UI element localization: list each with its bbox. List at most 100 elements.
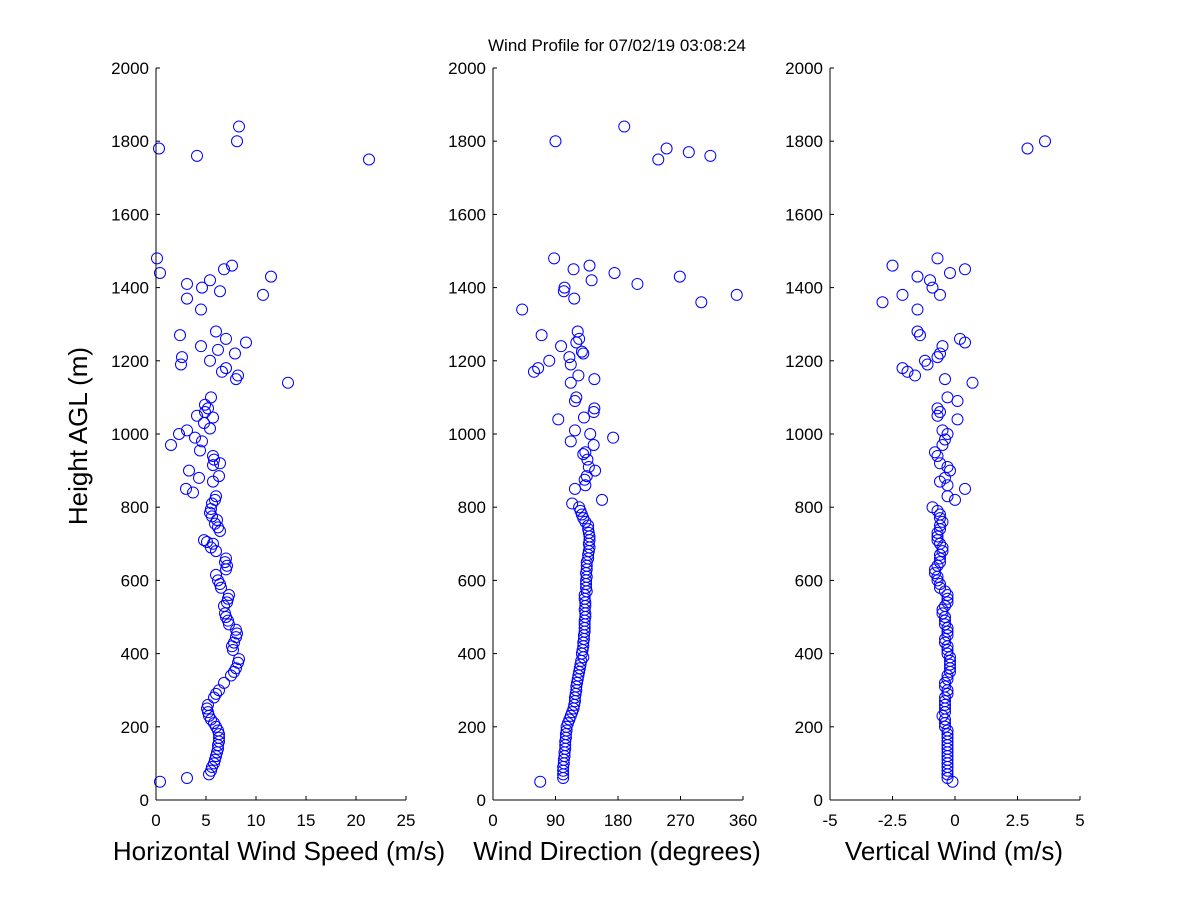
data-point-vertical-wind [1039,135,1051,148]
data-point-wind-direction [607,431,620,444]
data-point-vertical-wind [939,636,951,649]
x-axis-label-horizontal-speed: Horizontal Wind Speed (m/s) [113,836,445,866]
data-point-wind-direction [588,373,601,386]
data-point-vertical-wind [931,530,944,543]
data-point-horizontal-speed [229,347,241,360]
y-tick-label-horizontal-speed: 200 [121,718,149,737]
data-point-vertical-wind [919,354,931,367]
data-point-horizontal-speed [181,424,193,437]
x-tick-label-horizontal-speed: 15 [297,811,316,830]
y-tick-label-vertical-wind: 800 [795,498,823,517]
data-point-vertical-wind [966,376,979,389]
y-tick-label-wind-direction: 400 [458,645,486,664]
y-tick-label-vertical-wind: 600 [795,571,823,590]
data-point-wind-direction [552,413,565,426]
data-point-horizontal-speed [223,589,235,602]
data-point-wind-direction [516,303,529,316]
data-point-vertical-wind [941,479,954,492]
data-point-wind-direction [564,435,577,448]
data-point-vertical-wind [939,600,951,613]
data-point-wind-direction [568,424,581,437]
data-point-vertical-wind [941,589,954,602]
data-point-horizontal-speed [225,669,237,682]
data-point-horizontal-speed [230,623,242,636]
data-point-horizontal-speed [212,343,224,356]
data-point-vertical-wind [951,395,964,408]
data-point-horizontal-speed [194,444,206,457]
data-point-vertical-wind [931,574,944,587]
data-point-horizontal-speed [219,556,231,569]
data-point-horizontal-speed [201,535,213,548]
data-point-wind-direction [557,285,570,298]
y-tick-label-wind-direction: 600 [458,571,486,590]
data-point-horizontal-speed [240,336,252,349]
data-point-wind-direction [567,263,580,276]
data-point-wind-direction [673,270,686,283]
data-point-wind-direction [660,142,673,155]
y-tick-label-vertical-wind: 400 [795,645,823,664]
data-point-wind-direction [570,391,583,404]
data-point-horizontal-speed [206,497,218,510]
data-point-horizontal-speed [232,369,244,382]
data-point-wind-direction [566,497,579,510]
y-tick-label-horizontal-speed: 0 [140,791,149,810]
data-point-wind-direction [618,120,631,133]
data-point-vertical-wind [934,406,946,419]
y-axis-label: Height AGL (m) [63,347,93,525]
y-tick-label-wind-direction: 1800 [448,132,486,151]
data-point-vertical-wind [931,526,944,539]
data-point-horizontal-speed [176,351,188,364]
points-wind-direction [516,120,743,788]
data-point-vertical-wind [941,625,954,638]
x-tick-label-vertical-wind: 5 [1075,811,1084,830]
data-point-wind-direction [585,274,598,287]
data-point-vertical-wind [934,288,946,301]
data-point-vertical-wind [929,567,941,580]
y-tick-label-vertical-wind: 1200 [785,352,823,371]
data-point-wind-direction [573,501,586,514]
data-point-horizontal-speed [212,521,224,534]
data-point-wind-direction [579,479,592,492]
axes-wind-direction: 0 200 400 600 800 1000 1200 1400 1600 1800 2000 0 90… [448,59,757,830]
data-point-vertical-wind [939,632,951,645]
data-point-vertical-wind [959,482,971,495]
data-point-vertical-wind [914,329,926,342]
data-point-horizontal-speed [210,490,222,503]
data-point-vertical-wind [941,731,954,744]
data-point-horizontal-speed [210,750,222,763]
data-point-vertical-wind [939,676,951,689]
data-point-wind-direction [582,526,595,539]
data-point-vertical-wind [931,252,944,265]
data-point-horizontal-speed [205,391,217,404]
axes-vertical-wind: 0 200 400 600 800 1000 1200 1400 1600 1800 2000 -5 -… [785,59,1085,830]
data-point-vertical-wind [909,369,921,382]
data-point-wind-direction [543,354,556,367]
data-point-wind-direction [575,345,588,358]
data-point-wind-direction [587,438,600,451]
data-point-horizontal-speed [196,435,208,448]
y-tick-label-horizontal-speed: 1200 [111,352,149,371]
data-point-vertical-wind [926,281,939,294]
data-point-horizontal-speed [231,627,243,640]
data-point-horizontal-speed [153,142,165,155]
x-axis-label-vertical-wind: Vertical Wind (m/s) [845,836,1063,866]
data-point-horizontal-speed [213,731,225,744]
data-point-vertical-wind [936,424,949,437]
data-point-vertical-wind [929,446,941,459]
data-point-horizontal-speed [154,775,166,788]
data-point-horizontal-speed [181,292,193,305]
data-point-vertical-wind [941,647,954,660]
data-point-wind-direction [548,252,561,265]
data-point-horizontal-speed [189,431,201,444]
data-point-vertical-wind [939,680,951,693]
data-point-horizontal-speed [223,618,235,631]
x-tick-label-vertical-wind: -5 [822,811,837,830]
x-tick-label-wind-direction: 270 [666,811,694,830]
data-point-wind-direction [563,351,576,364]
data-point-horizontal-speed [220,611,232,623]
y-tick-label-wind-direction: 1400 [448,279,486,298]
data-point-horizontal-speed [218,600,230,613]
y-tick-label-horizontal-speed: 1400 [111,279,149,298]
data-point-wind-direction [682,146,695,159]
y-tick-label-vertical-wind: 0 [814,791,823,810]
